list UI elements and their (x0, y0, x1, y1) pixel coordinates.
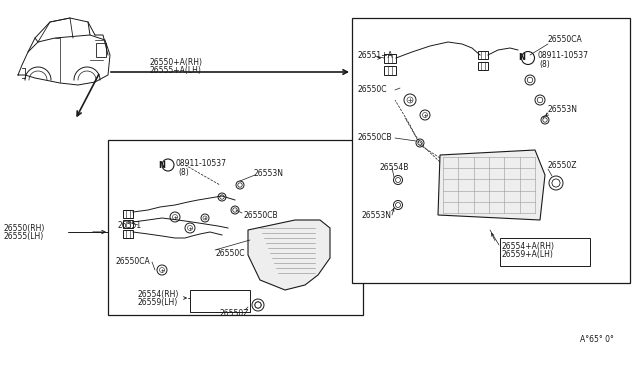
Text: 08911-10537: 08911-10537 (176, 158, 227, 167)
Circle shape (185, 223, 195, 233)
Bar (96, 43, 106, 57)
Circle shape (201, 214, 209, 222)
Circle shape (231, 206, 239, 214)
Bar (384, 65, 396, 74)
Circle shape (238, 183, 242, 187)
Text: 26554(RH): 26554(RH) (138, 291, 179, 299)
Bar (123, 220, 133, 228)
Circle shape (420, 110, 430, 120)
Text: 26550Z: 26550Z (548, 160, 577, 170)
Text: N: N (159, 160, 166, 170)
Circle shape (418, 141, 422, 145)
Bar (123, 230, 133, 238)
Circle shape (527, 77, 532, 83)
Circle shape (159, 267, 164, 273)
Bar (500, 238, 590, 266)
Circle shape (170, 212, 180, 222)
Text: (8): (8) (539, 61, 550, 70)
Bar (123, 210, 133, 218)
Text: 26550CA: 26550CA (548, 35, 583, 45)
Text: 26554B: 26554B (380, 164, 410, 173)
Text: A°65° 0°: A°65° 0° (580, 336, 614, 344)
Text: 26550CB: 26550CB (244, 212, 278, 221)
Circle shape (233, 208, 237, 212)
Circle shape (422, 112, 428, 118)
Circle shape (535, 95, 545, 105)
Polygon shape (248, 220, 330, 290)
Text: N: N (518, 54, 525, 62)
Text: 26555+A(LH): 26555+A(LH) (150, 67, 202, 76)
Text: 26553N: 26553N (362, 211, 392, 219)
Circle shape (404, 94, 416, 106)
Circle shape (236, 181, 244, 189)
Circle shape (162, 159, 174, 171)
Text: 26551: 26551 (118, 221, 142, 230)
Bar (478, 62, 488, 70)
Bar (190, 290, 250, 312)
Text: 26550C: 26550C (358, 86, 387, 94)
Circle shape (220, 195, 224, 199)
Text: 26559+A(LH): 26559+A(LH) (502, 250, 554, 260)
Text: 26554+A(RH): 26554+A(RH) (502, 241, 555, 250)
Text: 26550Z: 26550Z (220, 308, 250, 317)
Circle shape (188, 225, 193, 231)
Bar (108, 140, 363, 315)
Text: 26550CB: 26550CB (358, 134, 392, 142)
Bar (478, 51, 488, 59)
Circle shape (255, 302, 261, 308)
Circle shape (394, 176, 403, 185)
Circle shape (541, 116, 549, 124)
Text: 26553N: 26553N (253, 169, 283, 177)
Text: 26550C: 26550C (215, 248, 244, 257)
Bar (384, 54, 396, 62)
Circle shape (537, 97, 543, 103)
Circle shape (396, 177, 401, 183)
Circle shape (252, 299, 264, 311)
Circle shape (203, 216, 207, 220)
Text: 26559(LH): 26559(LH) (138, 298, 179, 308)
Bar (352, 18, 630, 283)
Text: 26551+A: 26551+A (358, 51, 394, 61)
Circle shape (173, 215, 177, 219)
Circle shape (157, 265, 167, 275)
Text: 26550+A(RH): 26550+A(RH) (150, 58, 203, 67)
Text: (8): (8) (178, 167, 189, 176)
Text: 26550(RH): 26550(RH) (3, 224, 44, 232)
Circle shape (549, 176, 563, 190)
Circle shape (416, 139, 424, 147)
Circle shape (394, 201, 403, 209)
Text: 26550CA: 26550CA (115, 257, 150, 266)
Text: 26553N: 26553N (548, 106, 578, 115)
Circle shape (396, 202, 401, 208)
Circle shape (255, 302, 261, 308)
Circle shape (522, 51, 534, 64)
Circle shape (552, 179, 560, 187)
Text: 26555(LH): 26555(LH) (3, 232, 44, 241)
Circle shape (525, 75, 535, 85)
Circle shape (218, 193, 226, 201)
Circle shape (552, 179, 560, 187)
Text: 08911-10537: 08911-10537 (537, 51, 588, 61)
Circle shape (543, 118, 547, 122)
Polygon shape (438, 150, 545, 220)
Circle shape (407, 97, 413, 103)
